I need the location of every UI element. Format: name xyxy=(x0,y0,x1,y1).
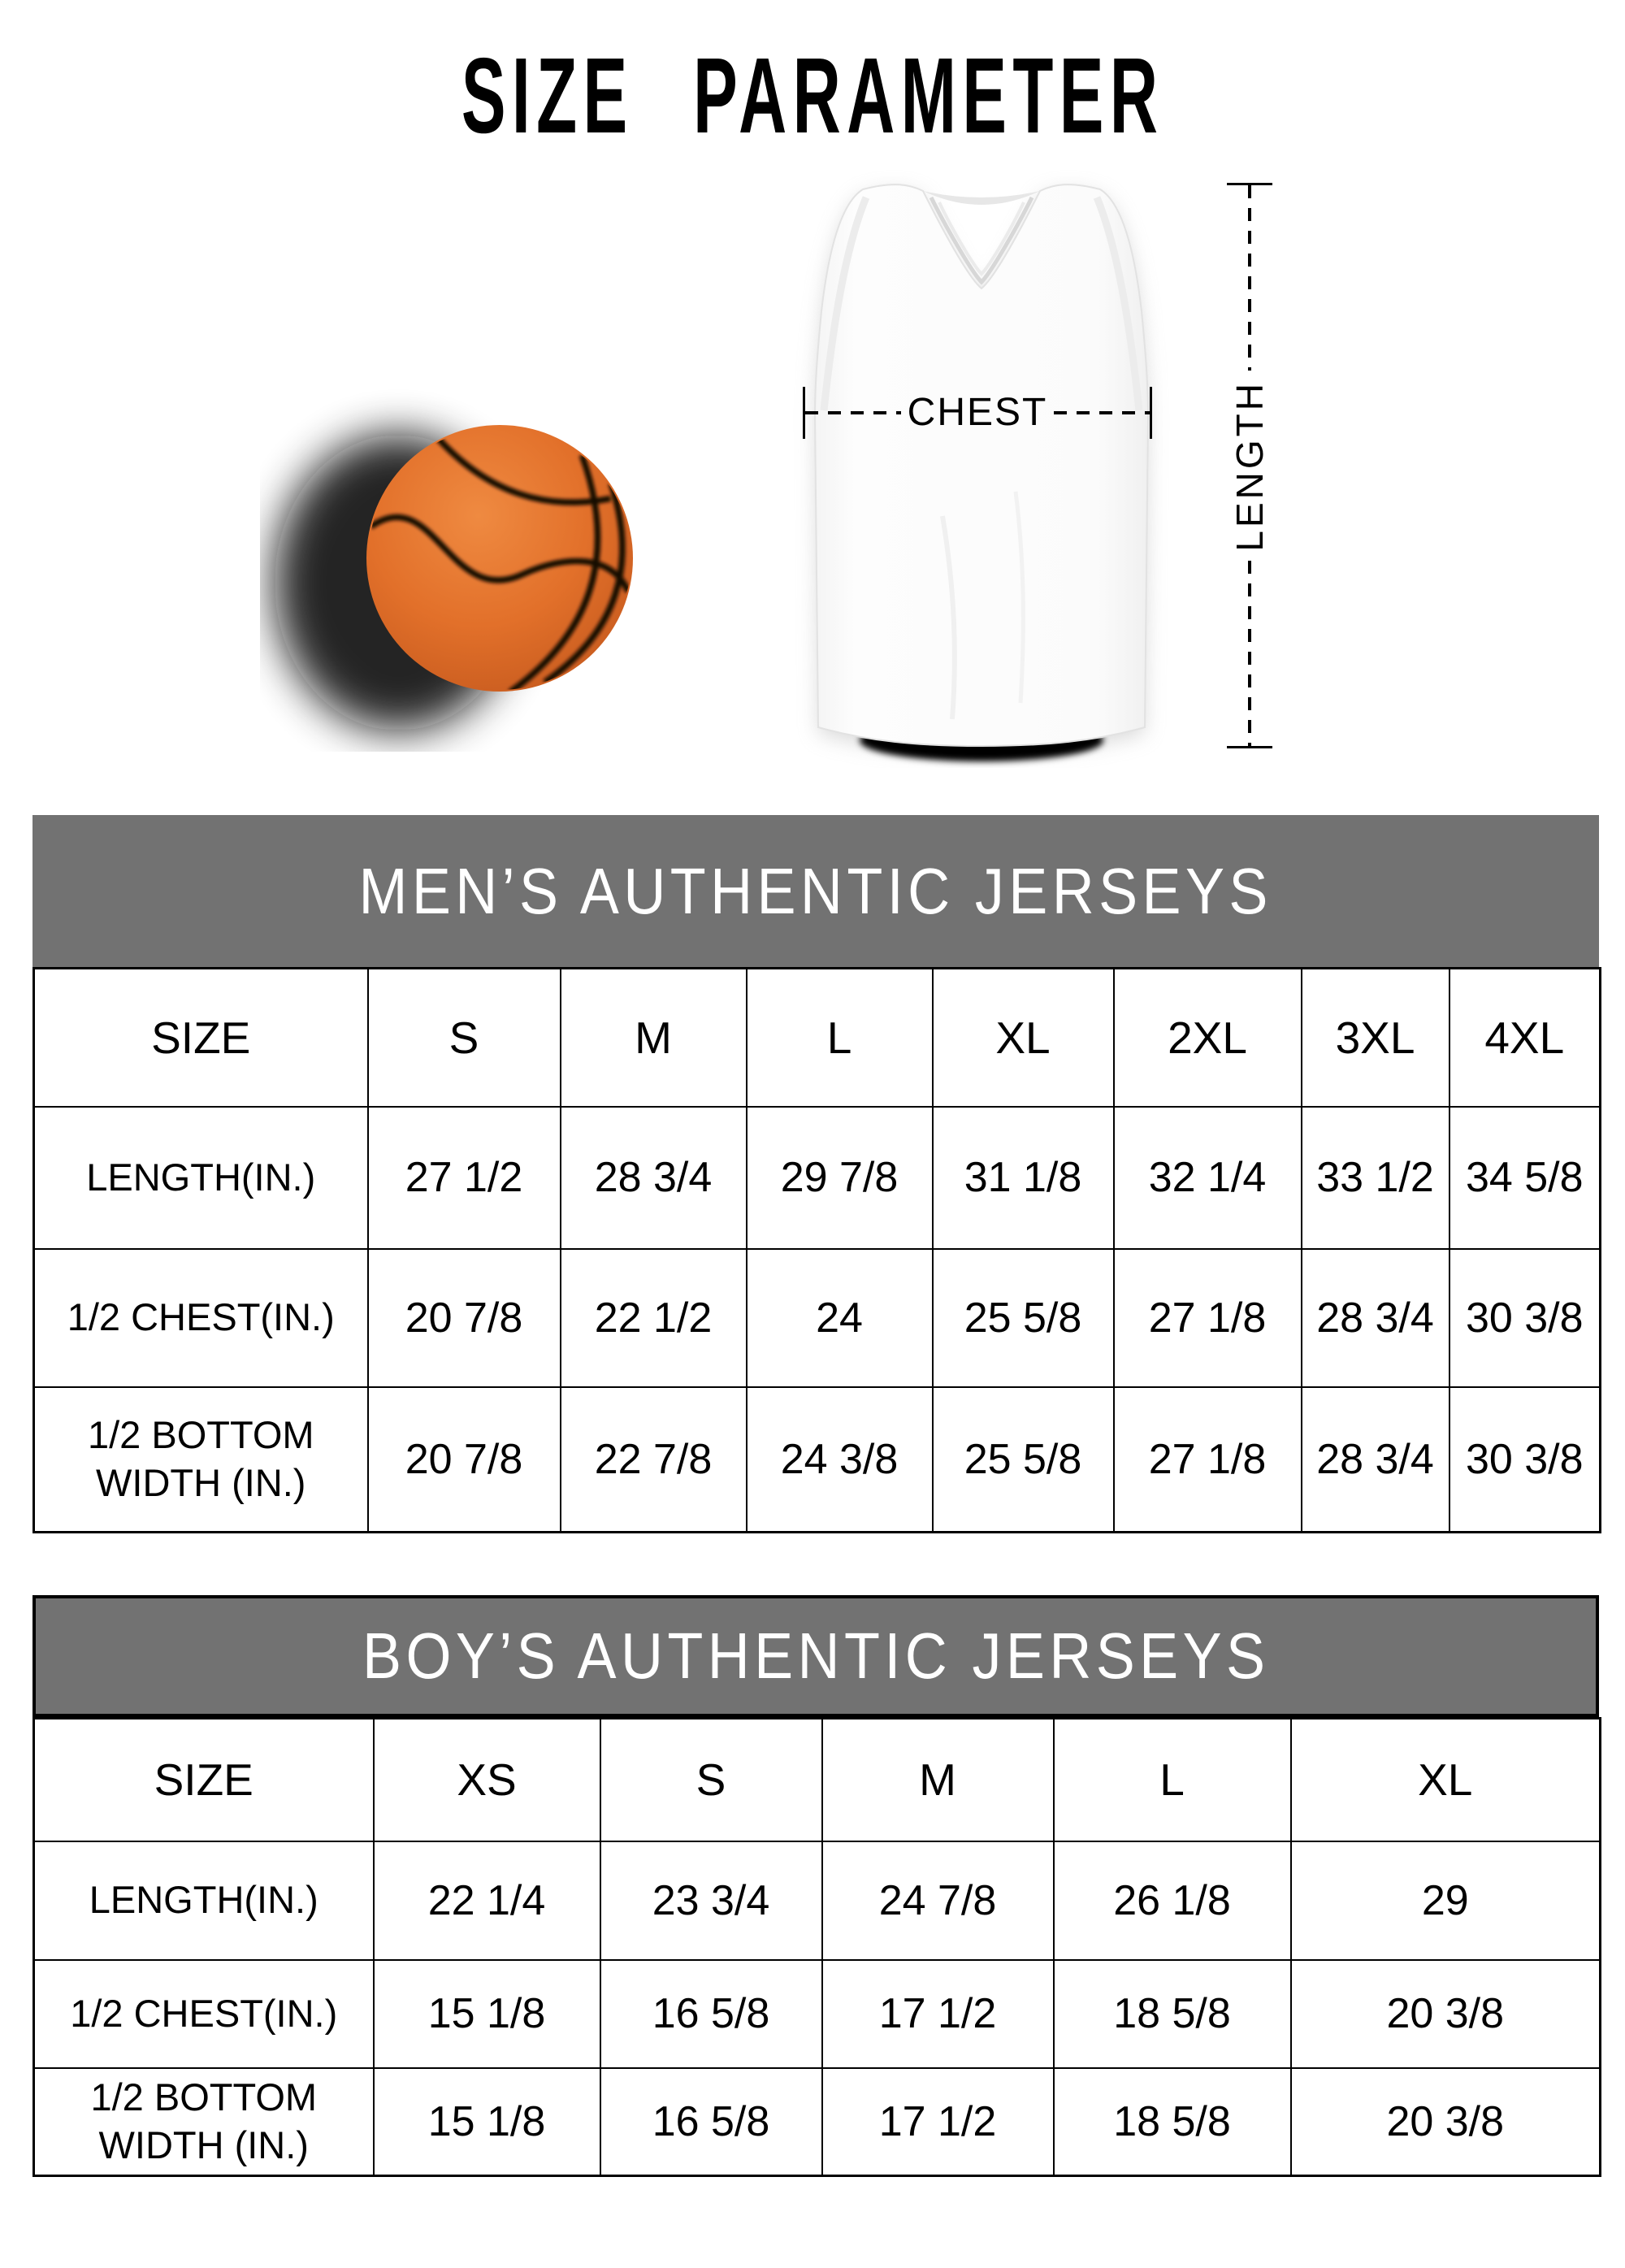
chest-dash-left xyxy=(805,410,901,414)
measurement-figure: CHEST LENGTH xyxy=(0,0,1625,780)
table-cell: 27 1/2 xyxy=(366,1105,561,1250)
table-cell: 18 5/8 xyxy=(1052,1958,1292,2069)
chest-dash-right xyxy=(1054,410,1150,414)
row-label: LENGTH(IN.) xyxy=(32,1105,369,1250)
table-cell: 22 1/4 xyxy=(372,1840,601,1961)
table-cell: 28 3/4 xyxy=(559,1105,748,1250)
table-cell: 16 5/8 xyxy=(599,1958,823,2069)
chest-left-tick xyxy=(803,386,805,439)
table-cell: 22 1/2 xyxy=(559,1247,748,1388)
column-header: L xyxy=(1052,1717,1292,1842)
table-row: 1/2 CHEST(IN.) 20 7/8 22 1/2 24 25 5/8 2… xyxy=(32,1247,1601,1388)
table-cell: 30 3/8 xyxy=(1448,1386,1601,1533)
table-cell: 15 1/8 xyxy=(372,1958,601,2069)
table-cell: 34 5/8 xyxy=(1448,1105,1601,1250)
chest-right-tick xyxy=(1150,386,1152,439)
column-header: XL xyxy=(931,967,1115,1108)
row-label: 1/2 CHEST(IN.) xyxy=(32,1958,375,2069)
mens-size-table: SIZE S M L XL 2XL 3XL 4XL LENGTH(IN.) 27… xyxy=(32,967,1601,1533)
table-cell: 24 7/8 xyxy=(821,1840,1055,1961)
row-label: 1/2 BOTTOM WIDTH (IN.) xyxy=(32,2066,375,2177)
row-label: LENGTH(IN.) xyxy=(32,1840,375,1961)
column-header: 4XL xyxy=(1448,967,1601,1108)
table-row: LENGTH(IN.) 22 1/4 23 3/4 24 7/8 26 1/8 … xyxy=(32,1840,1601,1961)
table-cell: 28 3/4 xyxy=(1300,1386,1450,1533)
table-cell: 15 1/8 xyxy=(372,2066,601,2177)
mens-section-header: MEN’S AUTHENTIC JERSEYS xyxy=(32,815,1599,967)
column-header: S xyxy=(366,967,561,1108)
column-header: XL xyxy=(1289,1717,1601,1842)
length-annotation: LENGTH xyxy=(1224,183,1276,748)
column-header: 2XL xyxy=(1112,967,1302,1108)
jersey-armhole-right xyxy=(1093,196,1143,411)
table-cell: 31 1/8 xyxy=(931,1105,1115,1250)
length-dash-bottom xyxy=(1248,561,1251,746)
table-cell: 27 1/8 xyxy=(1112,1247,1302,1388)
table-cell: 20 3/8 xyxy=(1289,1958,1601,2069)
page-title: SIZE PARAMETER xyxy=(0,42,1625,150)
table-cell: 26 1/8 xyxy=(1052,1840,1292,1961)
column-header: M xyxy=(559,967,748,1108)
table-cell: 27 1/8 xyxy=(1112,1386,1302,1533)
table-cell: 17 1/2 xyxy=(821,1958,1055,2069)
page-title-text: SIZE PARAMETER xyxy=(461,36,1164,155)
table-cell: 16 5/8 xyxy=(599,2066,823,2177)
table-cell: 30 3/8 xyxy=(1448,1247,1601,1388)
row-label: 1/2 CHEST(IN.) xyxy=(32,1247,369,1388)
column-header: XS xyxy=(372,1717,601,1842)
table-cell: 17 1/2 xyxy=(821,2066,1055,2177)
chest-annotation: CHEST xyxy=(803,366,1152,459)
table-cell: 20 7/8 xyxy=(366,1247,561,1388)
length-top-cap xyxy=(1227,183,1272,185)
table-cell: 20 3/8 xyxy=(1289,2066,1601,2177)
table-row: 1/2 BOTTOM WIDTH (IN.) 15 1/8 16 5/8 17 … xyxy=(32,2066,1601,2177)
jersey-collar-inner-line xyxy=(938,202,1025,276)
jersey-collar-line xyxy=(929,196,1034,285)
column-header: SIZE xyxy=(32,967,369,1108)
table-row: 1/2 BOTTOM WIDTH (IN.) 20 7/8 22 7/8 24 … xyxy=(32,1386,1601,1533)
table-row: LENGTH(IN.) 27 1/2 28 3/4 29 7/8 31 1/8 … xyxy=(32,1105,1601,1250)
row-label: 1/2 BOTTOM WIDTH (IN.) xyxy=(32,1386,369,1533)
table-cell: 29 xyxy=(1289,1840,1601,1961)
table-cell: 24 3/8 xyxy=(745,1386,934,1533)
jersey-back-collar xyxy=(923,191,1040,205)
basketball-seams xyxy=(369,432,631,696)
jersey-wrinkle xyxy=(940,515,957,720)
column-header: SIZE xyxy=(32,1717,375,1842)
boys-size-header-row: SIZE XS S M L XL xyxy=(32,1717,1601,1842)
boys-section-header: BOY’S AUTHENTIC JERSEYS xyxy=(32,1595,1599,1717)
mens-size-header-row: SIZE S M L XL 2XL 3XL 4XL xyxy=(32,967,1601,1108)
table-cell: 33 1/2 xyxy=(1300,1105,1450,1250)
column-header: M xyxy=(821,1717,1055,1842)
table-cell: 22 7/8 xyxy=(559,1386,748,1533)
column-header: L xyxy=(745,967,934,1108)
column-header: S xyxy=(599,1717,823,1842)
table-cell: 32 1/4 xyxy=(1112,1105,1302,1250)
length-label: LENGTH xyxy=(1228,379,1271,552)
jersey-armhole-left xyxy=(820,196,870,411)
table-cell: 24 xyxy=(745,1247,934,1388)
basketball-ball xyxy=(366,425,633,692)
table-cell: 18 5/8 xyxy=(1052,2066,1292,2177)
table-cell: 23 3/4 xyxy=(599,1840,823,1961)
column-header: 3XL xyxy=(1300,967,1450,1108)
mens-section-title: MEN’S AUTHENTIC JERSEYS xyxy=(358,854,1273,927)
jersey-wrinkle xyxy=(1013,491,1025,704)
boys-section-title: BOY’S AUTHENTIC JERSEYS xyxy=(362,1620,1270,1692)
table-cell: 28 3/4 xyxy=(1300,1247,1450,1388)
boys-size-table: SIZE XS S M L XL LENGTH(IN.) 22 1/4 23 3… xyxy=(32,1717,1601,2177)
table-cell: 29 7/8 xyxy=(745,1105,934,1250)
jersey-image xyxy=(813,184,1150,761)
table-cell: 20 7/8 xyxy=(366,1386,561,1533)
length-dash-top xyxy=(1248,185,1251,371)
chest-label: CHEST xyxy=(907,390,1048,434)
length-bottom-cap xyxy=(1227,746,1272,748)
table-cell: 25 5/8 xyxy=(931,1247,1115,1388)
jersey-body xyxy=(813,184,1150,748)
table-row: 1/2 CHEST(IN.) 15 1/8 16 5/8 17 1/2 18 5… xyxy=(32,1958,1601,2069)
basketball-image xyxy=(275,425,633,731)
table-cell: 25 5/8 xyxy=(931,1386,1115,1533)
